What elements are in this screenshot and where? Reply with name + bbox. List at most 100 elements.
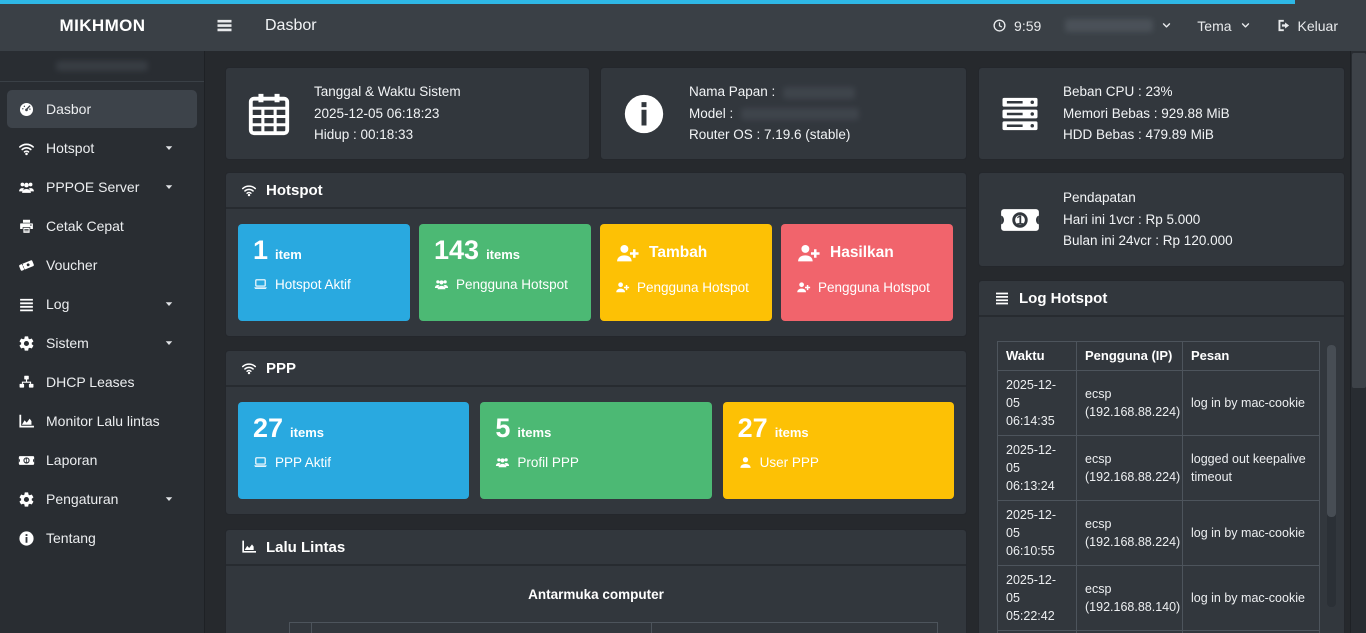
log-time: 2025-12-05 06:10:55 (997, 500, 1077, 566)
money-icon (999, 199, 1041, 241)
chevron-down-icon (163, 493, 175, 505)
redacted-board-model (741, 108, 860, 121)
page-scrollbar-thumb[interactable] (1352, 53, 1366, 388)
sidebar-item-monitor-lalu-lintas[interactable]: Monitor Lalu lintas (7, 402, 197, 440)
sitemap-icon (18, 374, 35, 391)
theme-dropdown[interactable]: Tema (1197, 18, 1251, 34)
log-table-row: 2025-12-05 05:22:42 ecsp (192.168.88.140… (997, 565, 1320, 631)
log-table-header-row: Waktu Pengguna (IP) Pesan (997, 341, 1320, 371)
info-icon (18, 530, 35, 547)
sidebar-item-label: DHCP Leases (46, 374, 135, 390)
money-icon (18, 452, 35, 469)
sidebar-item-label: Sistem (46, 335, 89, 351)
sidebar: Dasbor Hotspot PPPOE Server Cetak Cepat … (0, 51, 205, 633)
sidebar-item-dhcp-leases[interactable]: DHCP Leases (7, 363, 197, 401)
traffic-interface-title: Antarmuka computer (528, 587, 664, 602)
ppp-user-unit: items (774, 425, 809, 440)
board-model-label: Model : (689, 105, 734, 121)
traffic-panel-header: Lalu Lintas (226, 530, 966, 566)
wifi-icon (18, 140, 35, 157)
resources-card: Beban CPU : 23% Memori Bebas : 929.88 Mi… (978, 67, 1345, 160)
sidebar-item-label: Laporan (46, 452, 98, 468)
system-uptime: Hidup : 00:18:33 (314, 127, 414, 143)
board-routeros: Router OS : 7.19.6 (stable) (689, 127, 851, 143)
traffic-panel: Lalu Lintas Antarmuka computer (225, 529, 967, 633)
log-table-row: 2025-12-05 06:10:55 ecsp (192.168.88.224… (997, 500, 1320, 566)
sidebar-item-label: Voucher (46, 257, 98, 273)
free-hdd: HDD Bebas : 479.89 MiB (1063, 127, 1214, 143)
sidebar-item-label: Cetak Cepat (46, 218, 124, 234)
traffic-panel-title: Lalu Lintas (266, 538, 346, 556)
clock-icon (992, 18, 1007, 33)
sidebar-item-label: Monitor Lalu lintas (46, 413, 160, 429)
hotspot-users-label: Pengguna Hotspot (456, 277, 568, 292)
ppp-active-value: 27 (253, 413, 284, 443)
hotspot-panel-title: Hotspot (266, 181, 323, 199)
sidebar-item-laporan[interactable]: Laporan (7, 441, 197, 479)
hotspot-users-value: 143 (434, 235, 480, 265)
ppp-user-card[interactable]: 27 items User PPP (722, 402, 954, 499)
sidebar-header (0, 51, 204, 82)
chevron-down-icon (163, 181, 175, 193)
calendar-icon (246, 91, 292, 137)
log-message: logged out keepalive timeout (1182, 435, 1320, 501)
brand-logo[interactable]: MIKHMON (59, 15, 146, 35)
info-circle-icon (621, 91, 667, 137)
traffic-cell (311, 622, 652, 633)
ppp-panel-title: PPP (266, 359, 297, 377)
chart-area-icon (18, 413, 35, 430)
user-plus-icon (796, 280, 811, 295)
hotspot-add-user-card[interactable]: Tambah Pengguna Hotspot (600, 224, 772, 321)
ppp-profile-label: Profil PPP (517, 455, 579, 470)
hotspot-panel-header: Hotspot (226, 173, 966, 209)
loading-progress-bar (0, 0, 1295, 4)
hotspot-generate-title: Hasilkan (830, 244, 894, 261)
hotspot-add-title: Tambah (649, 244, 708, 261)
hotspot-panel: Hotspot 1 item Hotspot Aktif 143 (225, 172, 967, 337)
ppp-profile-card[interactable]: 5 items Profil PPP (480, 402, 712, 499)
hotspot-users-card[interactable]: 143 items Pengguna Hotspot (419, 224, 591, 321)
navbar: MIKHMON Dasbor 9:59 Tema Keluar (0, 0, 1366, 51)
log-table-scrollbar[interactable] (1327, 345, 1336, 607)
ppp-user-label: User PPP (759, 455, 819, 470)
log-scrollbar-thumb[interactable] (1327, 345, 1336, 517)
hotspot-active-card[interactable]: 1 item Hotspot Aktif (238, 224, 410, 321)
sidebar-item-pengaturan[interactable]: Pengaturan (7, 480, 197, 518)
sidebar-item-cetak-cepat[interactable]: Cetak Cepat (7, 207, 197, 245)
sidebar-item-hotspot[interactable]: Hotspot (7, 129, 197, 167)
log-time: 2025-12-05 05:22:42 (997, 565, 1077, 631)
income-title: Pendapatan (1063, 190, 1136, 206)
hotspot-active-value: 1 (253, 235, 269, 265)
log-table-row: 2025-12-05 06:14:35 ecsp (192.168.88.224… (997, 370, 1320, 436)
session-dropdown[interactable] (1065, 19, 1173, 32)
sign-out-icon (1276, 18, 1291, 33)
log-user: ecsp (192.168.88.224) (1076, 500, 1183, 566)
system-time-card: Tanggal & Waktu Sistem 2025-12-05 06:18:… (225, 67, 590, 160)
sidebar-item-tentang[interactable]: Tentang (7, 519, 197, 557)
log-user: ecsp (192.168.88.140) (1076, 565, 1183, 631)
redacted-board-name (783, 86, 856, 99)
sidebar-item-sistem[interactable]: Sistem (7, 324, 197, 362)
logout-button[interactable]: Keluar (1276, 18, 1338, 34)
logout-label: Keluar (1297, 17, 1338, 34)
hotspot-add-label: Pengguna Hotspot (637, 280, 749, 295)
ticket-icon (18, 257, 35, 274)
laptop-icon (253, 277, 268, 292)
users-icon (434, 277, 449, 292)
users-icon (18, 179, 35, 196)
sidebar-toggle-button[interactable] (214, 15, 235, 36)
hotspot-generate-user-card[interactable]: Hasilkan Pengguna Hotspot (781, 224, 953, 321)
traffic-table (289, 622, 938, 633)
board-name-label: Nama Papan : (689, 84, 776, 100)
sidebar-item-label: Tentang (46, 530, 96, 546)
sidebar-item-pppoe-server[interactable]: PPPOE Server (7, 168, 197, 206)
hotspot-active-unit: item (275, 247, 302, 262)
laptop-icon (253, 455, 268, 470)
page-scrollbar[interactable] (1350, 51, 1366, 633)
ppp-active-card[interactable]: 27 items PPP Aktif (238, 402, 470, 499)
server-icon (999, 93, 1041, 135)
sidebar-item-log[interactable]: Log (7, 285, 197, 323)
gear-icon (18, 491, 35, 508)
sidebar-item-dasbor[interactable]: Dasbor (7, 90, 197, 128)
sidebar-item-voucher[interactable]: Voucher (7, 246, 197, 284)
